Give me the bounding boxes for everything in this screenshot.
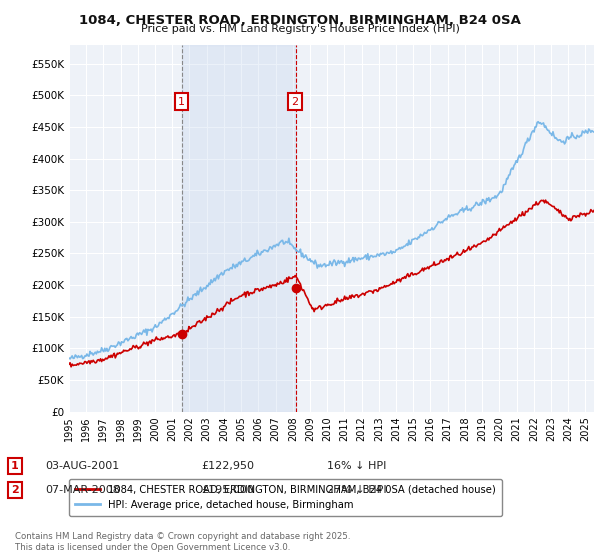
Legend: 1084, CHESTER ROAD, ERDINGTON, BIRMINGHAM, B24 0SA (detached house), HPI: Averag: 1084, CHESTER ROAD, ERDINGTON, BIRMINGHA… bbox=[69, 479, 502, 516]
Bar bbox=[182, 45, 296, 412]
Text: 27% ↓ HPI: 27% ↓ HPI bbox=[327, 485, 386, 495]
Text: 2: 2 bbox=[11, 485, 19, 495]
Text: 1: 1 bbox=[178, 97, 185, 107]
Text: 16% ↓ HPI: 16% ↓ HPI bbox=[327, 461, 386, 471]
Text: £195,000: £195,000 bbox=[201, 485, 254, 495]
Text: 2: 2 bbox=[291, 97, 298, 107]
Text: 1: 1 bbox=[11, 461, 19, 471]
Text: 07-MAR-2008: 07-MAR-2008 bbox=[45, 485, 120, 495]
Text: Price paid vs. HM Land Registry's House Price Index (HPI): Price paid vs. HM Land Registry's House … bbox=[140, 24, 460, 34]
Text: £122,950: £122,950 bbox=[201, 461, 254, 471]
Text: 1084, CHESTER ROAD, ERDINGTON, BIRMINGHAM, B24 0SA: 1084, CHESTER ROAD, ERDINGTON, BIRMINGHA… bbox=[79, 14, 521, 27]
Text: Contains HM Land Registry data © Crown copyright and database right 2025.
This d: Contains HM Land Registry data © Crown c… bbox=[15, 532, 350, 552]
Text: 03-AUG-2001: 03-AUG-2001 bbox=[45, 461, 119, 471]
